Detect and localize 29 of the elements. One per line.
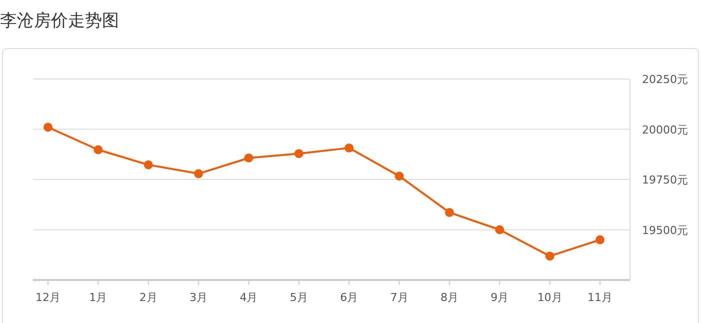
x-tick-label: 12月 [36,291,60,304]
point [94,145,103,154]
x-tick-label: 7月 [390,291,408,304]
y-tick-label: 20250元 [642,73,688,86]
point [394,172,404,181]
point [545,252,554,261]
point [344,143,354,152]
y-tick-label: 20000元 [642,123,688,136]
x-tick-label: 4月 [240,291,258,304]
x-tick-label: 2月 [139,291,158,304]
point [495,225,504,234]
y-tick-label: 19750元 [642,174,688,186]
x-tick-label: 5月 [290,291,308,304]
point [294,149,304,158]
x-tick-label: 1月 [89,291,108,304]
x-tick-label: 9月 [490,291,509,304]
point [596,235,604,244]
x-tick-label: 8月 [440,291,458,304]
point [244,153,254,162]
x-tick-label: 11月 [588,291,612,304]
x-tick-label: 6月 [340,291,358,304]
y-tick-label: 19500元 [642,224,688,237]
point [44,122,52,132]
x-tick-label: 10月 [537,291,562,304]
point [144,160,153,170]
point [444,208,454,217]
x-tick-label: 3月 [190,291,208,304]
point [194,169,204,178]
chart-title: 李沧房价走势图 [0,11,119,31]
